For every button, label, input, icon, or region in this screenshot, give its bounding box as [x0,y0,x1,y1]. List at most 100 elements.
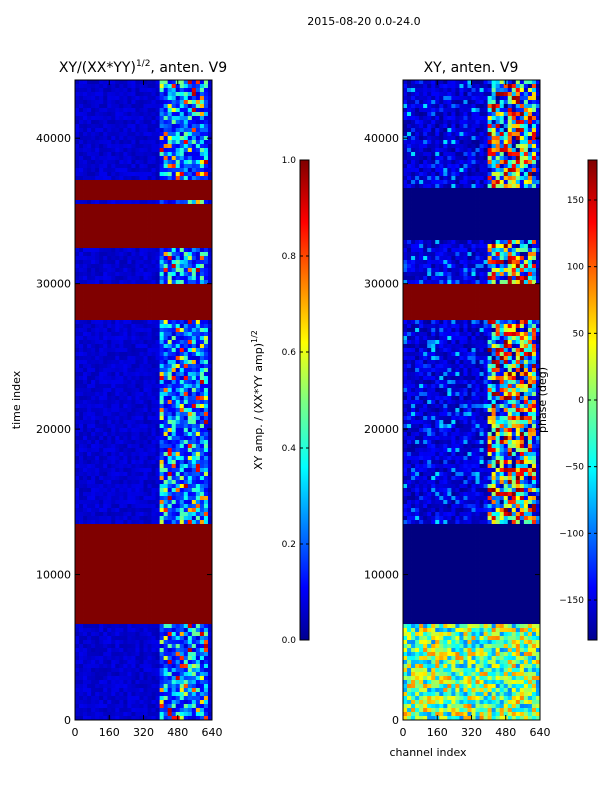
heatmap-cell [91,280,96,285]
heatmap-cell [111,452,116,457]
heatmap-cell [91,548,96,553]
heatmap-cell [167,408,173,413]
heatmap-cell [155,456,161,461]
heatmap-cell [203,456,209,461]
heatmap-cell [171,328,177,333]
heatmap-cell [151,212,156,217]
heatmap-cell [167,184,173,189]
heatmap-cell [179,232,185,237]
heatmap-cell [155,332,161,337]
heatmap-cell [99,204,104,209]
heatmap-cell [179,100,185,105]
heatmap-cell [199,100,205,105]
heatmap-cell [127,444,132,449]
heatmap-cell [75,596,80,601]
heatmap-cell [95,388,100,393]
heatmap-cell [167,428,173,433]
heatmap-cell [195,164,201,169]
heatmap-cell [175,224,181,229]
heatmap-cell [143,208,148,213]
heatmap-cell [115,372,120,377]
heatmap-cell [191,180,197,185]
heatmap-cell [163,360,169,365]
heatmap-cell [87,356,92,361]
heatmap-cell [199,160,205,165]
heatmap-cell [207,236,212,241]
heatmap-cell [103,84,108,89]
heatmap-cell [175,420,181,425]
heatmap-cell [103,364,108,369]
heatmap-cell [191,524,197,529]
heatmap-cell [151,196,156,201]
heatmap-cell [123,184,128,189]
heatmap-cell [99,444,104,449]
heatmap-cell [207,292,212,297]
heatmap-cell [171,204,177,209]
heatmap-cell [195,572,201,577]
heatmap-cell [187,564,193,569]
heatmap-cell [151,96,156,101]
heatmap-cell [155,184,161,189]
heatmap-cell [159,212,165,217]
heatmap-cell [143,400,148,405]
heatmap-cell [175,348,181,353]
heatmap-cell [207,456,212,461]
heatmap-cell [127,520,132,525]
heatmap-cell [123,348,128,353]
heatmap-cell [159,156,165,161]
heatmap-cell [187,192,193,197]
heatmap-cell [207,500,212,505]
heatmap-cell [163,180,169,185]
heatmap-cell [87,368,92,373]
heatmap-cell [119,328,124,333]
heatmap-cell [155,364,161,369]
heatmap-cell [127,224,132,229]
heatmap-cell [119,508,124,513]
heatmap-cell [187,120,193,125]
heatmap-cell [195,524,201,529]
heatmap-cell [95,340,100,345]
heatmap-cell [187,608,193,613]
heatmap-cell [187,644,193,649]
heatmap-cell [143,408,148,413]
heatmap-cell [143,652,148,657]
heatmap-cell [83,664,88,669]
heatmap-cell [163,328,169,333]
heatmap-cell [183,484,189,489]
heatmap-cell [91,632,96,637]
heatmap-cell [139,416,144,421]
heatmap-cell [187,84,193,89]
heatmap-cell [195,620,201,625]
heatmap-cell [187,216,193,221]
heatmap-cell [143,592,148,597]
heatmap-cell [79,108,84,113]
heatmap-cell [119,100,124,105]
heatmap-cell [151,152,156,157]
heatmap-cell [79,380,84,385]
heatmap-cell [179,360,185,365]
heatmap-cell [135,408,140,413]
heatmap-cell [163,588,169,593]
heatmap-cell [163,352,169,357]
heatmap-cell [203,472,209,477]
heatmap-cell [143,144,148,149]
heatmap-cell [175,260,181,265]
heatmap-cell [103,192,108,197]
heatmap-cell [147,536,152,541]
heatmap-cell [123,640,128,645]
heatmap-cell [107,388,112,393]
heatmap-cell [159,200,165,205]
heatmap-cell [183,664,189,669]
heatmap-cell [143,216,148,221]
heatmap-cell [179,268,185,273]
heatmap-cell [83,312,88,317]
heatmap-cell [163,500,169,505]
heatmap-cell [203,288,209,293]
heatmap-cell [151,420,156,425]
heatmap-cell [163,540,169,545]
heatmap-cell [175,644,181,649]
heatmap-cell [187,648,193,653]
heatmap-cell [199,204,205,209]
heatmap-cell [195,408,201,413]
heatmap-cell [175,588,181,593]
